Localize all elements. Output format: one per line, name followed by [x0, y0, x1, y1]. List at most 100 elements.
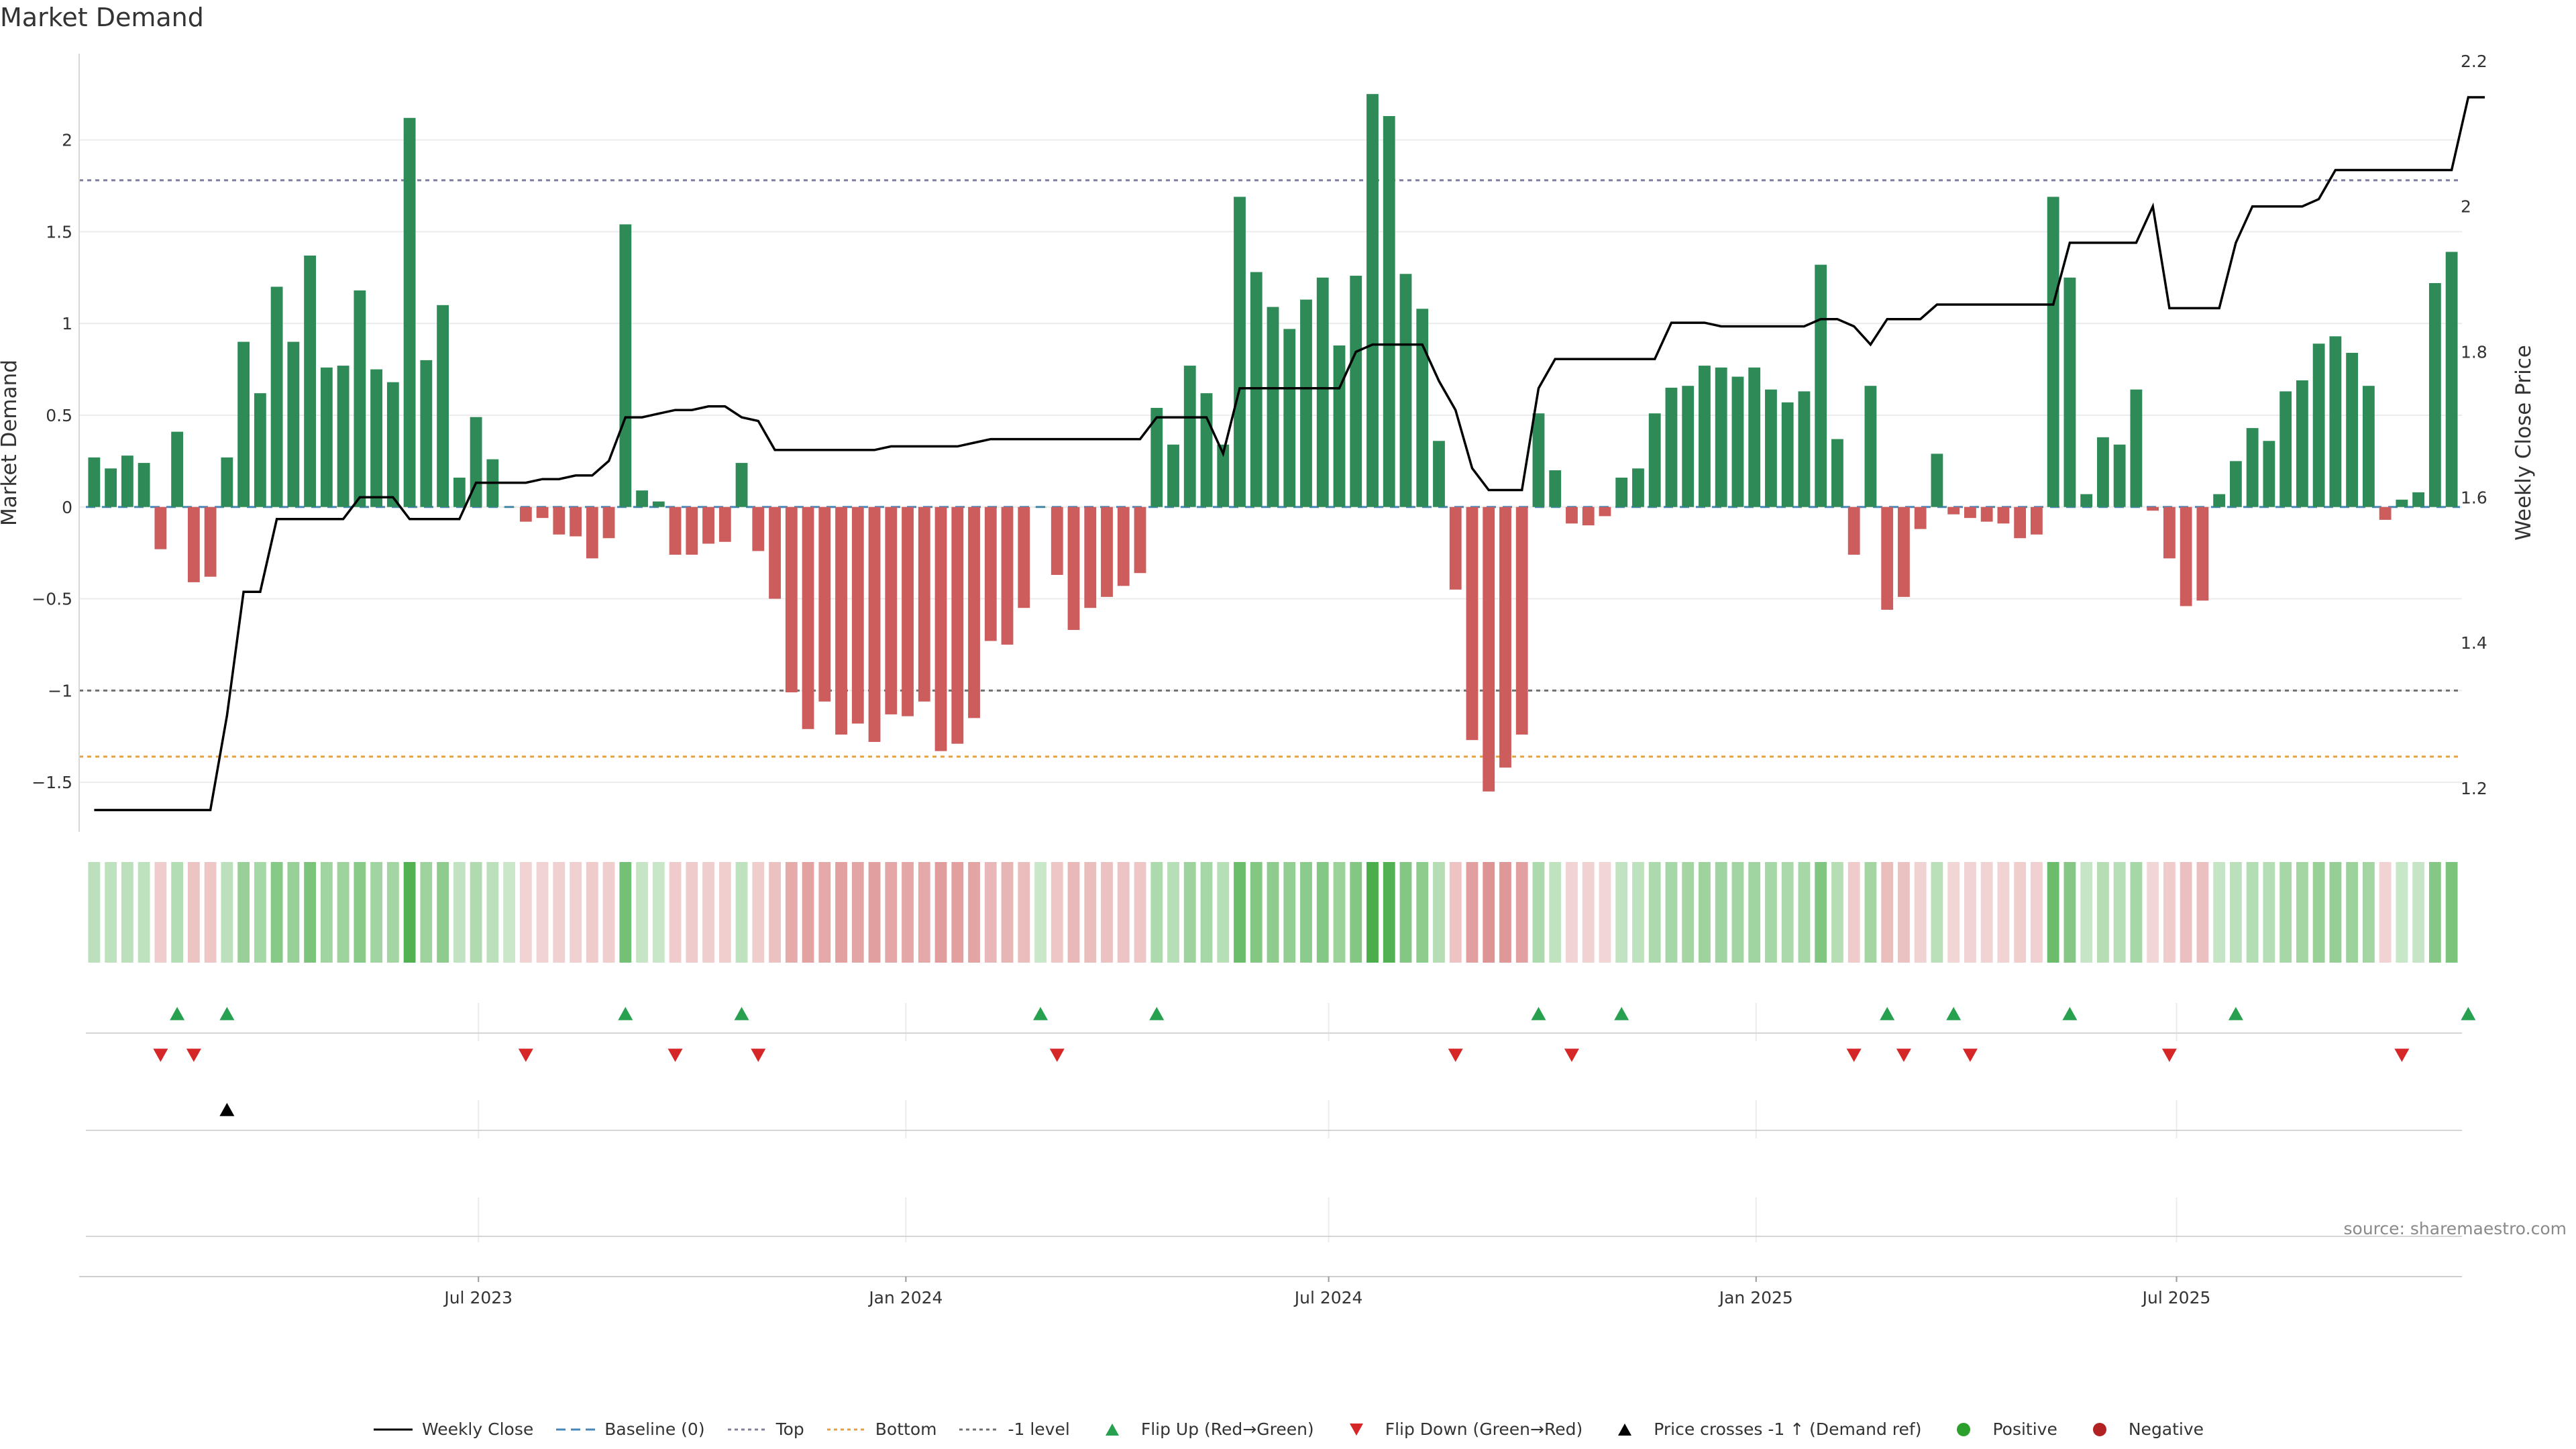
heat-cell [1051, 862, 1063, 963]
demand-bar [1234, 197, 1246, 507]
heat-cell [2362, 862, 2375, 963]
demand-bar [951, 506, 964, 744]
demand-bar [519, 506, 532, 522]
legend-swatch [2092, 1422, 2106, 1436]
demand-bar [1632, 468, 1644, 507]
flip-down-marker [1896, 1049, 1911, 1062]
heat-cell [1366, 862, 1379, 963]
demand-bar [370, 369, 383, 507]
demand-bar [1715, 367, 1727, 507]
demand-bar [2329, 336, 2342, 507]
demand-bar [1200, 393, 1213, 507]
heat-cell [1665, 862, 1678, 963]
legend-item: Price crosses -1 ↑ (Demand ref) [1604, 1419, 1921, 1439]
demand-bar [1466, 506, 1479, 741]
heat-cell [868, 862, 881, 963]
demand-bar [1831, 439, 1843, 507]
demand-bar [818, 506, 831, 702]
demand-bar [1931, 453, 1943, 507]
heat-cell [2346, 862, 2359, 963]
demand-bar [1665, 387, 1678, 507]
heat-cell [1350, 862, 1362, 963]
flip-up-marker [618, 1007, 633, 1020]
demand-bar [1847, 506, 1860, 555]
y-tick-label: 2 [62, 131, 72, 150]
heat-cell [1399, 862, 1412, 963]
legend-circle-icon [1957, 1422, 1971, 1436]
heat-cell [470, 862, 482, 963]
demand-bar [1997, 506, 2010, 524]
legend-item: Flip Down (Green→Red) [1336, 1419, 1583, 1439]
demand-bar [1615, 477, 1628, 507]
heat-cell [437, 862, 449, 963]
x-tick-label: Jul 2024 [1293, 1288, 1363, 1307]
heat-cell [1582, 862, 1595, 963]
demand-bar [437, 305, 449, 507]
demand-bar [2379, 506, 2392, 520]
heat-cell [702, 862, 714, 963]
legend-label: Flip Down (Green→Red) [1385, 1419, 1583, 1439]
demand-bar [1566, 506, 1578, 524]
heat-cell [934, 862, 947, 963]
heat-cell [1483, 862, 1495, 963]
demand-bar [2147, 506, 2159, 511]
demand-bar [1532, 413, 1545, 507]
demand-bar [2196, 506, 2209, 601]
demand-bar [403, 117, 416, 507]
demand-bar [386, 382, 399, 507]
heat-cell [2047, 862, 2059, 963]
heat-cell [1615, 862, 1628, 963]
demand-bar [536, 506, 549, 519]
heat-cell [138, 862, 150, 963]
demand-bar [2180, 506, 2192, 606]
heat-cell [1101, 862, 1113, 963]
flip-up-marker [2461, 1007, 2476, 1020]
demand-bar [1101, 506, 1113, 597]
demand-bar [453, 477, 466, 507]
demand-bar [934, 506, 947, 751]
heat-cell [204, 862, 217, 963]
demand-bar [1699, 366, 1711, 507]
demand-bar [2130, 389, 2143, 507]
demand-bar [1648, 413, 1661, 507]
demand-bar [1815, 264, 1827, 507]
heat-cell [602, 862, 615, 963]
y-tick-label: −1 [48, 681, 72, 700]
legend-item: Negative [2079, 1419, 2204, 1439]
demand-bar [237, 341, 250, 507]
y-tick-label: −1.5 [32, 773, 72, 792]
legend-swatch [727, 1428, 767, 1430]
heat-cell [1980, 862, 1993, 963]
demand-bar [187, 506, 200, 582]
heat-cell [171, 862, 184, 963]
demand-bar [1267, 307, 1279, 507]
y2-tick-label: 2.2 [2461, 52, 2487, 71]
demand-bar [221, 457, 233, 507]
demand-bar [1001, 506, 1014, 645]
demand-bar [885, 506, 898, 714]
heat-cell [1515, 862, 1528, 963]
chart-title: Market Demand [0, 3, 204, 32]
demand-bar [2279, 391, 2292, 507]
demand-bar [686, 506, 698, 555]
heat-cell [2396, 862, 2408, 963]
heat-cell [1217, 862, 1230, 963]
demand-bar [254, 393, 266, 507]
heat-cell [885, 862, 898, 963]
demand-bar [2362, 386, 2375, 507]
flip-down-marker [1448, 1049, 1463, 1062]
heat-cell [851, 862, 864, 963]
heat-cell [88, 862, 101, 963]
y2-tick-label: 1.2 [2461, 779, 2487, 798]
demand-bar [1350, 276, 1362, 507]
demand-bar [718, 506, 731, 542]
demand-bar [1781, 402, 1794, 507]
x-tick-label: Jan 2025 [1718, 1288, 1793, 1307]
heat-cell [1183, 862, 1196, 963]
demand-bar [1898, 506, 1910, 597]
demand-bar [851, 506, 864, 724]
demand-bar [105, 468, 117, 507]
flip-up-marker [1614, 1007, 1629, 1020]
demand-bar [968, 506, 980, 718]
demand-bar [1183, 366, 1196, 507]
